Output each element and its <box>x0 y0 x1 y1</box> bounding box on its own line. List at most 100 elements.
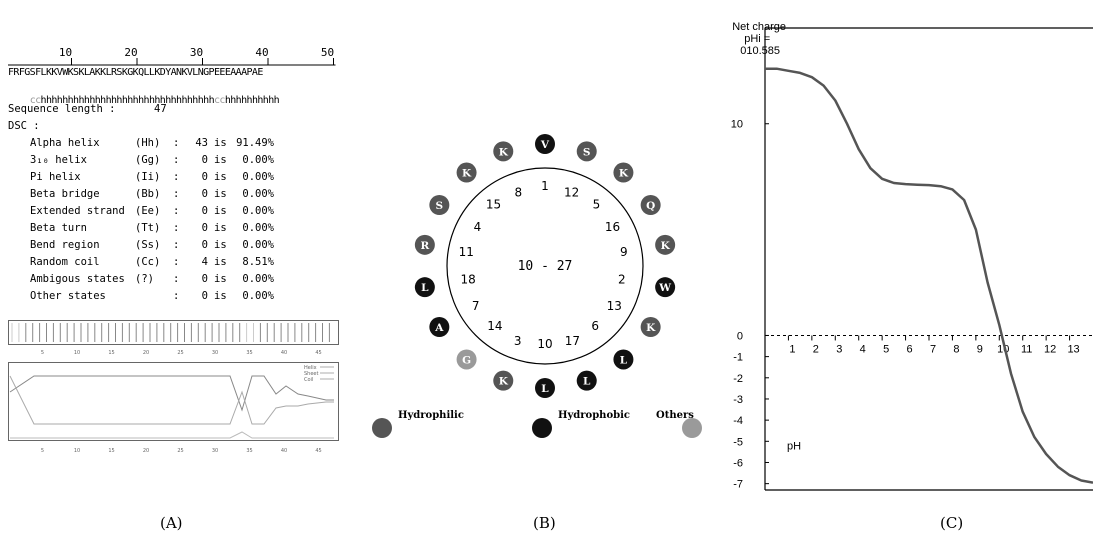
x-tick-label: 1 <box>789 343 795 355</box>
residue-letter: L <box>541 383 549 395</box>
residue-letter: K <box>499 146 509 158</box>
panel-c-caption: (C) <box>940 514 964 532</box>
dsc-row-count: 0 <box>201 205 208 217</box>
prob-plot-tick: 30 <box>212 448 218 454</box>
prob-plot-tick: 10 <box>74 448 80 454</box>
dsc-row-colon: : <box>173 222 180 234</box>
dsc-row-is: is <box>214 256 227 268</box>
panel-b-caption: (B) <box>533 514 556 532</box>
dsc-row-percent: 0.00% <box>242 188 274 200</box>
net-charge-label: Net charge <box>732 21 787 33</box>
dsc-row-colon: : <box>173 273 180 285</box>
residue-letter: K <box>462 168 472 180</box>
dsc-row-is: is <box>214 239 227 251</box>
dsc-row-name: Random coil <box>30 256 100 268</box>
legend-label-others: Others <box>656 410 694 421</box>
x-tick-label: 13 <box>1067 343 1079 355</box>
wheel-position-number: 6 <box>591 319 599 333</box>
wheel-position-number: 2 <box>618 273 626 287</box>
dsc-row-colon: : <box>173 137 180 149</box>
dsc-row-code: (Ss) <box>135 239 161 251</box>
panel-a-secondary-structure: 10 20 30 40 50 FRFGSFLKKVWKSKLAKKLRSKGKQLLKD… <box>0 0 350 545</box>
structure-bar-plot: 5 10 15 20 25 30 35 40 45 <box>8 320 339 356</box>
wheel-position-number: 18 <box>461 273 476 287</box>
bar-plot-tick: 20 <box>143 350 149 356</box>
dsc-row-percent: 0.00% <box>242 171 274 183</box>
residue-circle <box>640 195 661 215</box>
residue-circle <box>535 378 555 398</box>
residue-circle <box>493 370 514 391</box>
prob-plot-tick: 40 <box>281 448 287 454</box>
residue-letter: L <box>620 354 628 366</box>
residue-letter: L <box>421 282 429 294</box>
x-tick-label: 8 <box>953 343 959 355</box>
dsc-row-name: Extended strand <box>30 205 125 217</box>
dsc-row-count: 0 <box>201 154 208 166</box>
bar-plot-tick: 25 <box>177 350 183 356</box>
legend-swatch-hydrophobic <box>532 418 552 438</box>
wheel-position-number: 9 <box>620 245 628 259</box>
dsc-row-code: (?) <box>135 273 154 285</box>
dsc-row-name: Alpha helix <box>30 137 100 149</box>
residue-letter: K <box>619 168 629 180</box>
sequence-length-row: Sequence length : 47 <box>8 101 167 117</box>
wheel-position-number: 16 <box>605 220 620 234</box>
prob-legend-label: Coil <box>304 377 313 383</box>
panel-c-net-charge-chart: Net charge pHi = 010.585 1 2 3 4 5 6 7 8 9 10 11 12… <box>715 0 1093 545</box>
dsc-row-code: (Hh) <box>135 137 161 149</box>
wheel-position-number: 17 <box>565 334 580 348</box>
residue-circle <box>535 134 555 154</box>
phi-label: pHi = <box>744 33 771 45</box>
dsc-row-code: (Ee) <box>135 205 161 217</box>
x-tick-label: 12 <box>1044 343 1056 355</box>
dsc-row-colon: : <box>173 188 180 200</box>
residue-letter: Q <box>646 200 655 212</box>
residue-circle <box>655 234 676 255</box>
bar-plot-tick: 45 <box>315 350 321 356</box>
coil-probability-line <box>9 375 334 425</box>
prob-plot-tick: 45 <box>315 448 321 454</box>
residue-circle <box>456 349 477 370</box>
ruler-tick-label: 50 <box>321 46 334 59</box>
dsc-row-count: 0 <box>201 273 208 285</box>
dsc-row-code: (Gg) <box>135 154 161 166</box>
x-tick-label: 6 <box>907 343 913 355</box>
y-tick-label: -5 <box>733 436 743 448</box>
prob-plot-frame <box>8 362 339 441</box>
dsc-row-is: is <box>214 222 227 234</box>
sequence-ruler: 10 20 30 40 50 <box>8 46 336 66</box>
net-charge-curve <box>765 67 1093 484</box>
wheel-position-number: 11 <box>459 245 474 259</box>
dsc-row-count: 0 <box>201 290 208 302</box>
prob-legend-label: Sheet <box>304 371 318 377</box>
prob-plot-tick: 35 <box>246 448 252 454</box>
y-tick-label: -1 <box>733 352 743 364</box>
prob-plot-tick: 20 <box>143 448 149 454</box>
sequence-length-value: 47 <box>154 103 167 115</box>
x-tick-label: 2 <box>813 343 819 355</box>
residue-circle <box>429 195 450 215</box>
structure-helix-main: hhhhhhhhhhhhhhhhhhhhhhhhhhhhhhhh <box>40 95 215 106</box>
wheel-position-number: 13 <box>607 299 622 313</box>
y-tick-label: -4 <box>733 415 743 427</box>
x-tick-label: 3 <box>836 343 842 355</box>
structure-coil-start: cc <box>29 95 41 106</box>
dsc-row-name: Bend region <box>30 239 100 251</box>
ruler-tick-label: 30 <box>190 46 203 59</box>
x-axis-label: pH <box>787 440 801 452</box>
y-tick-label: -7 <box>733 479 743 491</box>
ruler-tick-label: 20 <box>124 46 137 59</box>
sequence-text: FRFGSFLKKVWKSKLAKKLRSKGKQLLKDYANKVLNGPEE… <box>8 67 263 78</box>
dsc-row-name: Other states <box>30 290 106 302</box>
wheel-position-number: 10 <box>537 337 552 351</box>
wheel-position-number: 8 <box>515 186 523 200</box>
x-tick-label: 7 <box>930 343 936 355</box>
wheel-position-number: 5 <box>593 198 601 212</box>
ruler-tick-label: 40 <box>255 46 268 59</box>
dsc-row-percent: 0.00% <box>242 205 274 217</box>
dsc-row-percent: 0.00% <box>242 273 274 285</box>
residue-circle <box>640 317 661 337</box>
legend-label-hydrophilic: Hydrophilic <box>398 410 464 421</box>
residue-letter: W <box>658 282 671 294</box>
